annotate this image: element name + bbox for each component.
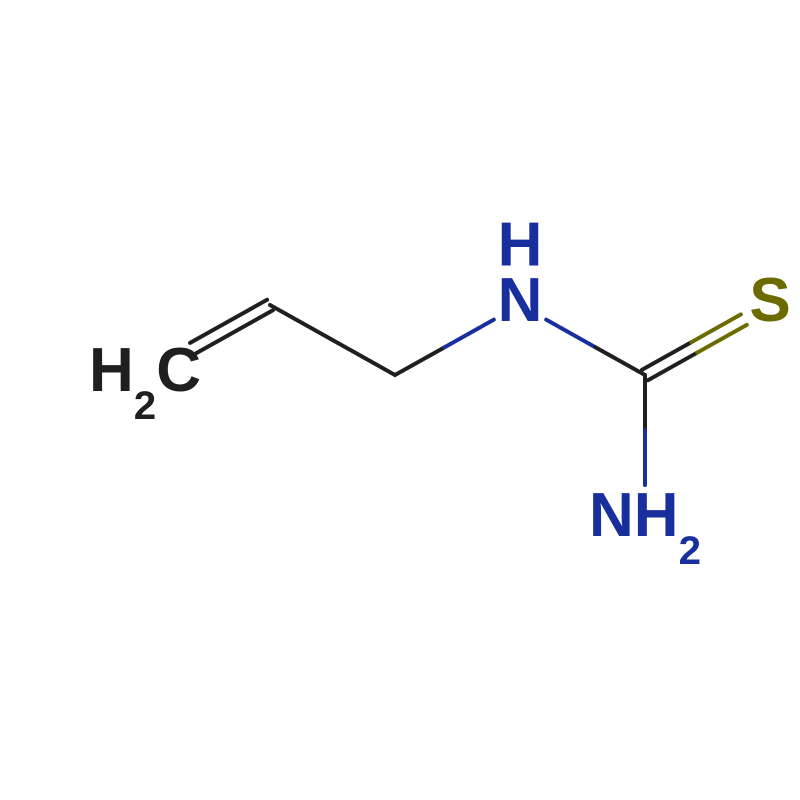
bond-line — [395, 347, 444, 375]
bond-line — [642, 342, 691, 370]
atom-label: N — [498, 266, 543, 335]
bond-line — [648, 353, 697, 381]
bond-line — [697, 325, 746, 353]
bond-line — [546, 320, 595, 348]
atom-n1: HN — [498, 211, 543, 336]
atom-nh2: NH2 — [589, 481, 701, 573]
atom-label: H2C — [89, 336, 201, 428]
atom-label: S — [749, 266, 790, 335]
atom-label: NH2 — [589, 481, 701, 573]
bond-line — [270, 305, 395, 375]
atom-ch2: H2C — [89, 336, 201, 428]
bond-line — [596, 347, 645, 375]
bond-line — [691, 314, 740, 342]
molecule-diagram: H2C HN S NH2 — [0, 0, 800, 800]
atom-s: S — [749, 266, 790, 335]
bond-line — [444, 320, 493, 348]
